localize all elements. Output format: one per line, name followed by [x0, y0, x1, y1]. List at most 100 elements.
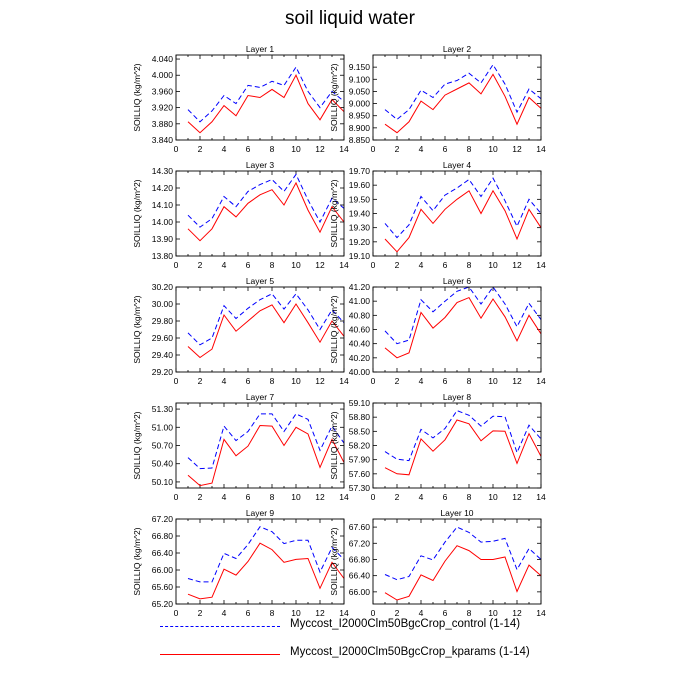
series-kparams-line-9	[187, 542, 345, 600]
x-tick-label-2: 14	[536, 144, 546, 154]
x-tick-label-3: 8	[270, 260, 275, 270]
y-tick-label-5: 30.20	[152, 282, 174, 292]
series-control-line-7	[187, 413, 345, 470]
y-tick-label-6: 40.20	[349, 353, 371, 363]
legend-label-kparams: Myccost_I2000Clm50BgcCrop_kparams (1-14)	[290, 646, 530, 658]
series-kparams-line-6	[384, 296, 542, 359]
y-axis-label-2: SOILLIQ (kg/m^2)	[329, 63, 339, 131]
series-control-line-1	[187, 66, 345, 123]
y-tick-label-5: 29.20	[152, 367, 174, 377]
x-tick-label-8: 4	[419, 492, 424, 502]
y-tick-label-8: 59.10	[349, 398, 371, 408]
x-tick-label-9: 6	[246, 608, 251, 618]
panel-title-7: Layer 7	[246, 392, 275, 402]
x-tick-label-7: 10	[291, 492, 301, 502]
y-tick-label-4: 19.10	[349, 251, 371, 261]
y-axis-label-3: SOILLIQ (kg/m^2)	[132, 179, 142, 247]
panel-title-2: Layer 2	[443, 44, 472, 54]
y-tick-label-10: 67.60	[349, 522, 371, 532]
panel-title-10: Layer 10	[440, 508, 473, 518]
series-kparams-line-5	[187, 303, 345, 359]
y-tick-label-5: 29.60	[152, 333, 174, 343]
series-control-line-3	[187, 173, 345, 228]
y-tick-label-6: 41.00	[349, 296, 371, 306]
x-tick-label-4: 8	[467, 260, 472, 270]
x-tick-label-5: 2	[198, 376, 203, 386]
y-tick-label-9: 66.00	[152, 565, 174, 575]
y-tick-label-6: 41.20	[349, 282, 371, 292]
y-axis-label-4: SOILLIQ (kg/m^2)	[329, 179, 339, 247]
y-tick-label-1: 4.040	[152, 54, 174, 64]
x-tick-label-9: 14	[339, 608, 349, 618]
plot-frame-8	[372, 402, 542, 489]
y-axis-label-5: SOILLIQ (kg/m^2)	[132, 295, 142, 363]
series-kparams-line-1	[187, 74, 345, 134]
series-control-line-9	[187, 526, 345, 583]
legend-entry-control: Myccost_I2000Clm50BgcCrop_control (1-14)	[160, 617, 620, 637]
plot-frame-10	[372, 518, 542, 605]
y-tick-label-3: 14.10	[152, 200, 174, 210]
x-tick-label-10: 6	[443, 608, 448, 618]
x-tick-label-10: 14	[536, 608, 546, 618]
x-tick-label-5: 0	[174, 376, 179, 386]
y-tick-label-6: 40.40	[349, 339, 371, 349]
series-control-line-10	[384, 526, 542, 581]
y-axis-label-10: SOILLIQ (kg/m^2)	[329, 527, 339, 595]
plot-frame-5	[175, 286, 345, 373]
y-axis-label-8: SOILLIQ (kg/m^2)	[329, 411, 339, 479]
y-axis-label-1: SOILLIQ (kg/m^2)	[132, 63, 142, 131]
panel-title-5: Layer 5	[246, 276, 275, 286]
x-tick-label-8: 6	[443, 492, 448, 502]
series-control-line-2	[384, 63, 542, 121]
legend-label-control: Myccost_I2000Clm50BgcCrop_control (1-14)	[290, 618, 521, 630]
y-tick-label-3: 13.80	[152, 251, 174, 261]
x-tick-label-4: 6	[443, 260, 448, 270]
series-control-line-8	[384, 409, 542, 462]
panel-title-8: Layer 8	[443, 392, 472, 402]
x-tick-label-5: 4	[222, 376, 227, 386]
x-tick-label-7: 8	[270, 492, 275, 502]
chart-panel-7: Layer 7 0 2 4 6 8 10 12 14 50.10 50.40 50.70 51.00 51…	[132, 392, 349, 502]
y-tick-label-6: 40.00	[349, 367, 371, 377]
x-tick-label-8: 2	[395, 492, 400, 502]
y-tick-label-4: 19.70	[349, 166, 371, 176]
plot-frame-2	[372, 54, 542, 141]
x-tick-label-5: 12	[315, 376, 325, 386]
legend-swatch-kparams	[160, 654, 280, 655]
x-tick-label-3: 2	[198, 260, 203, 270]
y-tick-label-2: 9.150	[349, 62, 371, 72]
x-tick-label-6: 8	[467, 376, 472, 386]
y-tick-label-7: 50.40	[152, 459, 174, 469]
x-tick-label-4: 0	[371, 260, 376, 270]
y-tick-label-1: 3.960	[152, 86, 174, 96]
chart-panel-1: Layer 1 0 2 4 6 8 10 12 14 3.840 3.880 3.920 3.960 4.…	[132, 44, 349, 154]
legend-entry-kparams: Myccost_I2000Clm50BgcCrop_kparams (1-14)	[160, 645, 620, 665]
y-tick-label-4: 19.20	[349, 237, 371, 247]
x-tick-label-4: 2	[395, 260, 400, 270]
y-axis-label-9: SOILLIQ (kg/m^2)	[132, 527, 142, 595]
x-tick-label-2: 12	[512, 144, 522, 154]
y-tick-label-4: 19.30	[349, 223, 371, 233]
y-tick-label-5: 29.80	[152, 316, 174, 326]
x-tick-label-10: 12	[512, 608, 522, 618]
x-tick-label-6: 14	[536, 376, 546, 386]
y-tick-label-7: 51.00	[152, 422, 174, 432]
y-tick-label-1: 4.000	[152, 70, 174, 80]
x-tick-label-6: 0	[371, 376, 376, 386]
x-tick-label-2: 2	[395, 144, 400, 154]
x-tick-label-9: 2	[198, 608, 203, 618]
y-tick-label-3: 14.00	[152, 217, 174, 227]
panel-title-1: Layer 1	[246, 44, 275, 54]
x-tick-label-6: 4	[419, 376, 424, 386]
y-tick-label-2: 9.100	[349, 74, 371, 84]
y-tick-label-4: 19.60	[349, 180, 371, 190]
x-tick-label-6: 10	[488, 376, 498, 386]
x-tick-label-10: 2	[395, 608, 400, 618]
x-tick-label-1: 6	[246, 144, 251, 154]
y-axis-label-7: SOILLIQ (kg/m^2)	[132, 411, 142, 479]
plot-frame-6	[372, 286, 542, 373]
y-tick-label-4: 19.50	[349, 194, 371, 204]
panel-title-3: Layer 3	[246, 160, 275, 170]
y-tick-label-5: 30.00	[152, 299, 174, 309]
